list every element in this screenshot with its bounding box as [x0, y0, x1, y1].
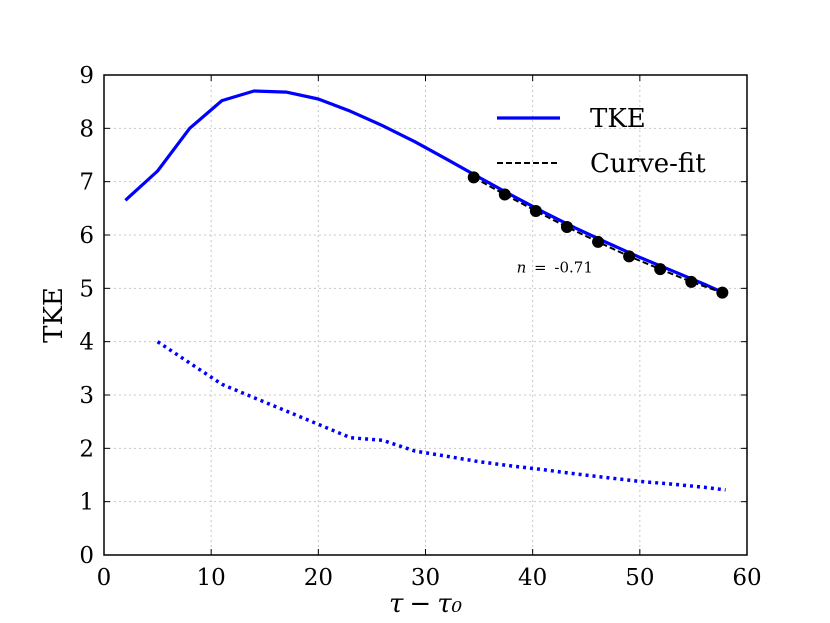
axis-ticks: 0 10 20 30 40 50 60 0 1 2 3 4 5 6 7 8 9	[79, 63, 761, 591]
x-label-minus: −	[409, 589, 431, 619]
y-tick-label: 4	[79, 330, 94, 356]
annotation-var: n	[517, 258, 527, 276]
legend-label-curve-fit: Curve-fit	[590, 149, 706, 179]
curve-fit-point	[654, 263, 667, 276]
y-tick-label: 5	[79, 276, 94, 302]
y-tick-label: 8	[79, 116, 94, 142]
y-tick-label: 7	[79, 170, 94, 196]
legend: TKE Curve-fit	[497, 104, 706, 179]
curve-fit-point	[498, 188, 511, 201]
y-tick-label: 3	[79, 383, 94, 409]
y-tick-label: 0	[79, 543, 94, 569]
y-tick-label: 2	[79, 436, 94, 462]
y-tick-label: 9	[79, 63, 94, 89]
annotation-value: -0.71	[554, 258, 592, 276]
series-layer	[124, 89, 729, 492]
x-tick-label: 50	[625, 565, 654, 591]
x-axis-label: τ − τ₀	[389, 589, 463, 619]
y-axis-label: TKE	[39, 287, 69, 343]
x-label-tau0: τ₀	[437, 589, 462, 619]
curve-fit-point	[716, 286, 729, 299]
series-line-2	[156, 340, 726, 492]
curve-fit-point	[560, 221, 573, 233]
x-label-tau: τ	[389, 589, 404, 619]
annotation-exponent: n = -0.71	[517, 258, 593, 276]
curve-fit-point	[467, 171, 480, 184]
y-tick-label: 6	[79, 223, 94, 249]
grid-lines	[104, 75, 747, 555]
legend-label-tke: TKE	[590, 104, 646, 134]
curve-fit-point	[685, 275, 698, 288]
x-tick-label: 30	[411, 565, 440, 591]
x-tick-label: 10	[197, 565, 226, 591]
x-tick-label: 0	[97, 565, 112, 591]
x-tick-label: 60	[732, 565, 761, 591]
curve-fit-point	[529, 205, 542, 217]
curve-fit-point	[623, 250, 636, 263]
curve-fit-point	[592, 235, 605, 248]
x-tick-label: 40	[518, 565, 547, 591]
y-tick-label: 1	[79, 490, 94, 516]
x-tick-label: 20	[304, 565, 333, 591]
annotation-eq: =	[534, 258, 547, 276]
